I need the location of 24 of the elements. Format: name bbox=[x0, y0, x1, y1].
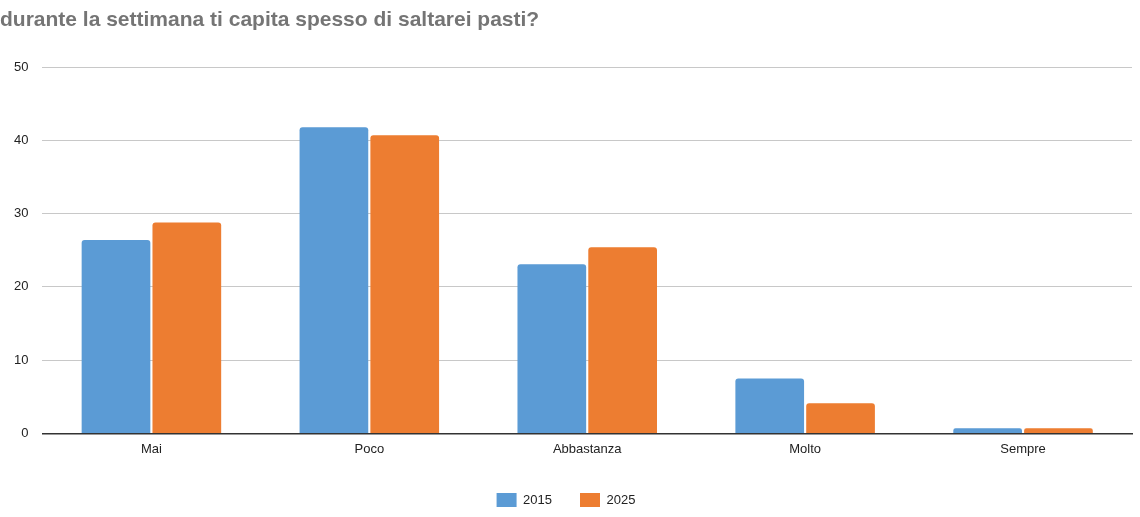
bar bbox=[1024, 428, 1093, 433]
bar bbox=[299, 127, 369, 433]
bar bbox=[81, 240, 151, 433]
bar bbox=[735, 378, 805, 433]
x-tick-label: Poco bbox=[354, 440, 385, 456]
y-tick-label: 50 bbox=[13, 58, 29, 74]
bar bbox=[953, 428, 1022, 433]
bar bbox=[588, 247, 657, 433]
bar bbox=[806, 403, 875, 433]
x-tick-label: Abbastanza bbox=[552, 440, 623, 456]
y-tick-label: 10 bbox=[13, 351, 29, 367]
bar bbox=[152, 222, 222, 433]
y-tick-label: 30 bbox=[13, 205, 29, 221]
bar bbox=[517, 264, 587, 433]
y-tick-label: 40 bbox=[13, 132, 29, 148]
chart-title: durante la settimana ti capita spesso di saltarei pasti? bbox=[0, 7, 540, 31]
bar bbox=[370, 135, 440, 433]
x-tick-label: Mai bbox=[140, 440, 162, 456]
legend-label: 2015 bbox=[523, 491, 552, 507]
y-tick-label: 0 bbox=[21, 424, 29, 440]
y-tick-label: 20 bbox=[13, 278, 29, 294]
x-tick-label: Sempre bbox=[1000, 440, 1046, 456]
x-tick-label: Molto bbox=[789, 440, 822, 456]
legend-label: 2025 bbox=[606, 491, 636, 507]
